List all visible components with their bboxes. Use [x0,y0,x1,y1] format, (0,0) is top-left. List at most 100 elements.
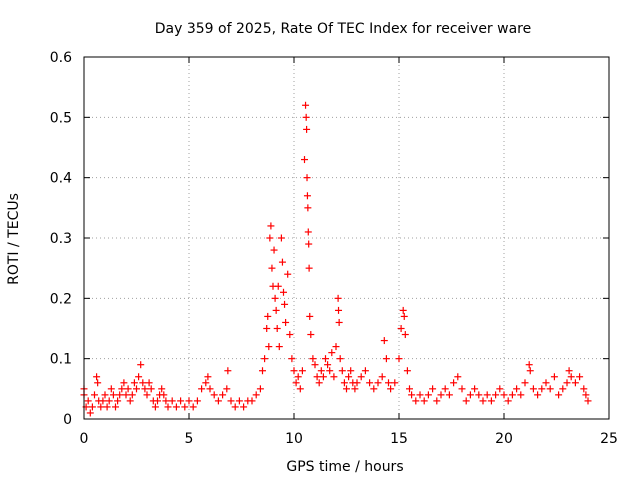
x-tick-label: 10 [285,431,303,447]
data-point [288,355,296,363]
data-point [424,391,432,399]
data-point [231,403,239,411]
data-point [278,258,286,266]
data-point [565,367,573,375]
y-tick-label: 0.2 [50,291,72,307]
data-point [395,355,403,363]
data-point [521,379,529,387]
data-point [508,391,516,399]
data-point [223,385,231,393]
data-point [401,331,409,339]
data-point [475,391,483,399]
data-point [319,373,327,381]
data-point [97,403,105,411]
chart-title: Day 359 of 2025, Rate Of TEC Index for r… [155,21,531,37]
data-point [380,337,388,345]
data-point [109,391,117,399]
data-point [385,379,392,387]
data-point [88,403,96,411]
data-point [433,397,441,405]
data-point [526,367,534,375]
data-point [118,385,126,393]
data-point [84,397,92,405]
data-point [563,379,571,387]
data-point [517,391,525,399]
data-point [525,361,533,369]
data-point [307,331,315,339]
data-point [361,367,369,375]
data-point [304,204,312,212]
data-point [198,385,206,393]
data-point [403,367,411,375]
data-point [462,397,470,405]
data-point [580,385,588,393]
data-point [338,367,346,375]
data-point [397,325,405,332]
data-point [172,403,180,411]
data-point [550,373,558,381]
data-point [471,385,479,393]
data-point [141,385,149,393]
data-point [408,391,416,399]
data-point [496,385,504,393]
data-point [206,385,214,393]
data-point [151,403,159,411]
data-point [224,367,232,375]
data-point [534,391,542,399]
data-point [326,367,334,375]
data-point [256,385,264,393]
y-tick-label: 0.3 [50,231,72,247]
data-point [538,385,546,393]
data-point [164,403,172,411]
data-point [143,391,151,399]
data-point [492,391,500,399]
x-tick-label: 0 [80,431,89,447]
data-point [263,325,271,332]
x-tick-label: 15 [390,431,408,447]
data-point [105,397,113,405]
data-point [91,391,98,399]
data-point [219,391,227,399]
data-point [294,373,302,381]
data-point [450,379,458,387]
data-point [268,264,276,272]
data-point [301,156,308,164]
data-point [266,234,274,242]
data-point [286,331,294,339]
data-point [336,355,344,363]
y-tick-label: 0.6 [50,50,72,66]
data-point [328,349,336,357]
data-point [214,397,222,405]
data-point [267,222,275,230]
data-point [335,306,343,314]
data-point [168,397,176,405]
data-point [126,397,134,405]
data-point [576,373,584,381]
data-point [305,264,313,272]
data-point [93,373,101,381]
data-point [114,397,122,405]
data-point [334,294,342,302]
data-point [290,367,298,375]
data-point [103,403,111,411]
data-point [304,228,312,236]
data-point [317,367,325,375]
data-point [296,385,304,393]
data-point [281,300,289,308]
data-point [340,379,348,387]
data-point [162,397,170,405]
data-point [345,373,353,381]
data-point [542,379,550,387]
data-point [284,270,292,278]
data-point [466,391,474,399]
data-point [270,246,278,254]
data-point [124,385,132,393]
data-point [416,391,424,399]
data-point [454,373,462,381]
x-axis-label: GPS time / hours [286,459,403,475]
x-tick-label: 20 [495,431,513,447]
x-tick-label: 5 [185,431,194,447]
data-point [177,397,185,405]
data-point [86,409,94,417]
